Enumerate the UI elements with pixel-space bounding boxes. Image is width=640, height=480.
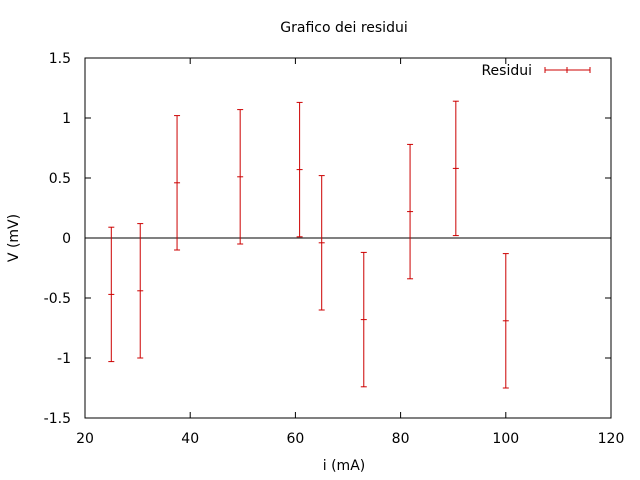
legend: Residui xyxy=(481,63,591,79)
x-tick-label: 60 xyxy=(286,431,304,447)
y-axis-label: V (mV) xyxy=(6,214,22,262)
x-axis-label: i (mA) xyxy=(323,458,365,474)
data-point xyxy=(237,109,244,245)
x-tick-label: 100 xyxy=(492,431,519,447)
data-point xyxy=(108,226,115,363)
data-point xyxy=(360,251,367,388)
residual-series xyxy=(108,100,509,389)
x-tick-label: 20 xyxy=(76,431,94,447)
data-point xyxy=(452,100,459,237)
data-point xyxy=(407,143,414,280)
chart-title: Grafico dei residui xyxy=(280,20,407,36)
y-tick-label: -0.5 xyxy=(44,291,71,307)
legend-errorbar-sample xyxy=(544,67,591,73)
y-tick-label: -1 xyxy=(57,351,71,367)
y-tick-label: 1 xyxy=(62,111,71,127)
plot-frame xyxy=(84,57,612,419)
x-tick-label: 120 xyxy=(598,431,625,447)
data-point xyxy=(137,223,144,359)
data-point xyxy=(318,175,325,311)
x-axis: 20 40 60 80 100 120 xyxy=(76,58,624,447)
x-tick-label: 40 xyxy=(181,431,199,447)
y-tick-label: -1.5 xyxy=(44,411,71,427)
data-point xyxy=(174,115,181,251)
y-tick-label: 1.5 xyxy=(49,51,71,67)
y-tick-label: 0 xyxy=(62,231,71,247)
x-tick-label: 80 xyxy=(392,431,410,447)
y-tick-label: 0.5 xyxy=(49,171,71,187)
legend-label: Residui xyxy=(481,63,532,79)
data-point xyxy=(296,101,303,238)
data-point xyxy=(502,253,509,389)
y-axis: 1.5 1 0.5 0 -0.5 -1 -1.5 xyxy=(44,51,611,427)
